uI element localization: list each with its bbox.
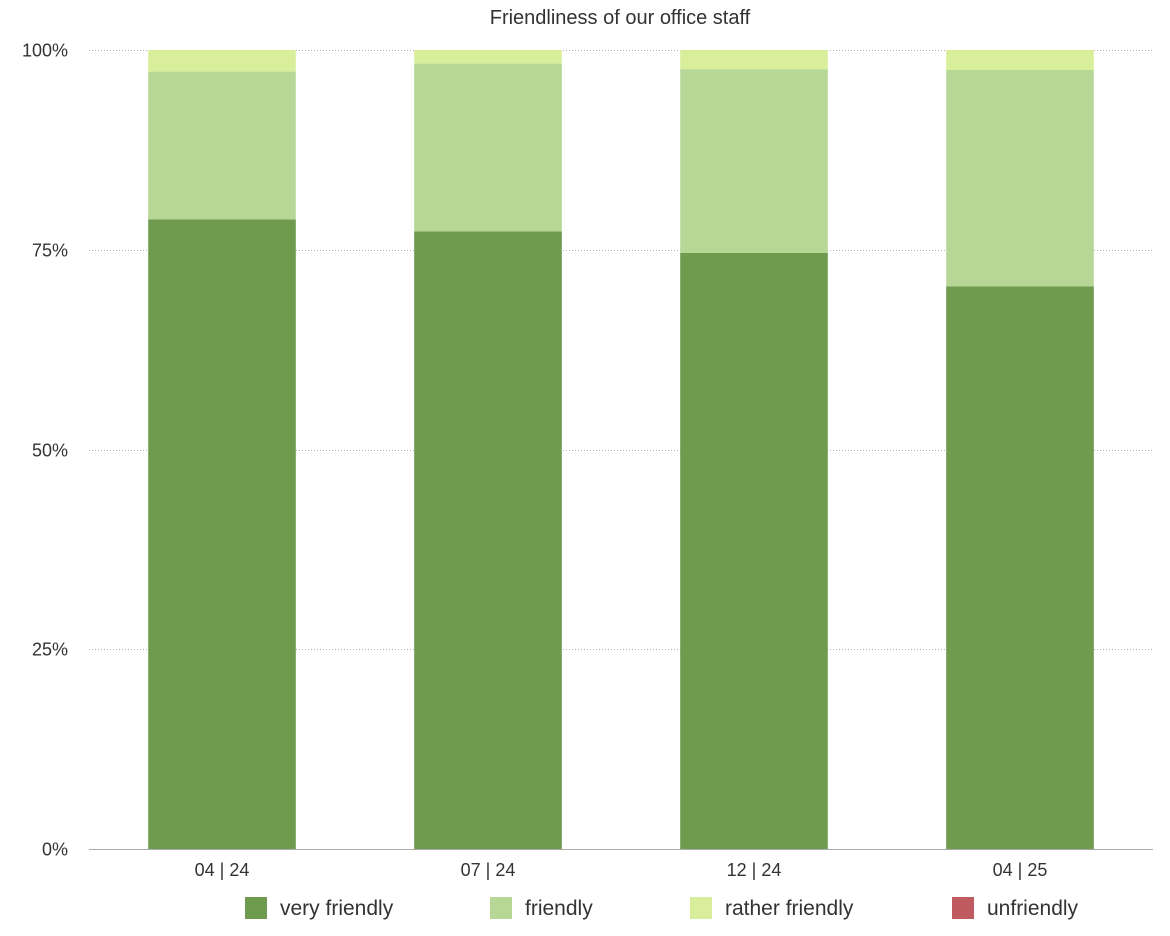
bar-segment bbox=[680, 69, 828, 253]
x-tick-label: 12 | 24 bbox=[727, 860, 782, 880]
bar-segment bbox=[946, 70, 1094, 287]
bar-segment bbox=[680, 50, 828, 70]
bar-segment bbox=[148, 219, 296, 849]
bar-segment bbox=[414, 231, 562, 849]
legend-label: unfriendly bbox=[987, 897, 1079, 920]
chart-title: Friendliness of our office staff bbox=[490, 7, 751, 29]
bar-segment bbox=[414, 63, 562, 232]
bar-segment bbox=[946, 50, 1094, 70]
legend-swatch bbox=[690, 897, 712, 919]
bar-segment bbox=[148, 71, 296, 220]
y-tick-label: 75% bbox=[32, 241, 68, 261]
x-tick-label: 04 | 25 bbox=[993, 860, 1048, 880]
bars bbox=[148, 50, 1094, 849]
bar-segment bbox=[680, 252, 828, 849]
bar-segment bbox=[414, 50, 562, 64]
legend-swatch bbox=[490, 897, 512, 919]
y-tick-label: 100% bbox=[22, 41, 68, 61]
y-tick-label: 25% bbox=[32, 640, 68, 660]
legend-swatch bbox=[245, 897, 267, 919]
legend-label: friendly bbox=[525, 897, 593, 920]
legend: very friendly friendly rather friendly unfr… bbox=[245, 897, 1079, 920]
x-tick-label: 07 | 24 bbox=[461, 860, 516, 880]
bar-segment bbox=[946, 286, 1094, 849]
y-tick-label: 50% bbox=[32, 441, 68, 461]
y-axis-ticks: 0% 25% 50% 75% 100% bbox=[22, 41, 68, 860]
y-tick-label: 0% bbox=[42, 840, 68, 860]
bar-segment bbox=[148, 50, 296, 72]
legend-label: rather friendly bbox=[725, 897, 854, 920]
legend-label: very friendly bbox=[280, 897, 394, 920]
x-tick-label: 04 | 24 bbox=[195, 860, 250, 880]
x-axis-ticks: 04 | 24 07 | 24 12 | 24 04 | 25 bbox=[195, 860, 1048, 880]
legend-swatch bbox=[952, 897, 974, 919]
